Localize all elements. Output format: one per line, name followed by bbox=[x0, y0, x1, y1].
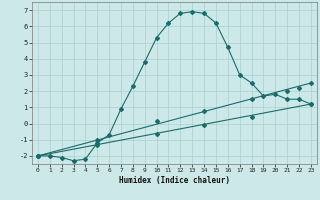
X-axis label: Humidex (Indice chaleur): Humidex (Indice chaleur) bbox=[119, 176, 230, 185]
